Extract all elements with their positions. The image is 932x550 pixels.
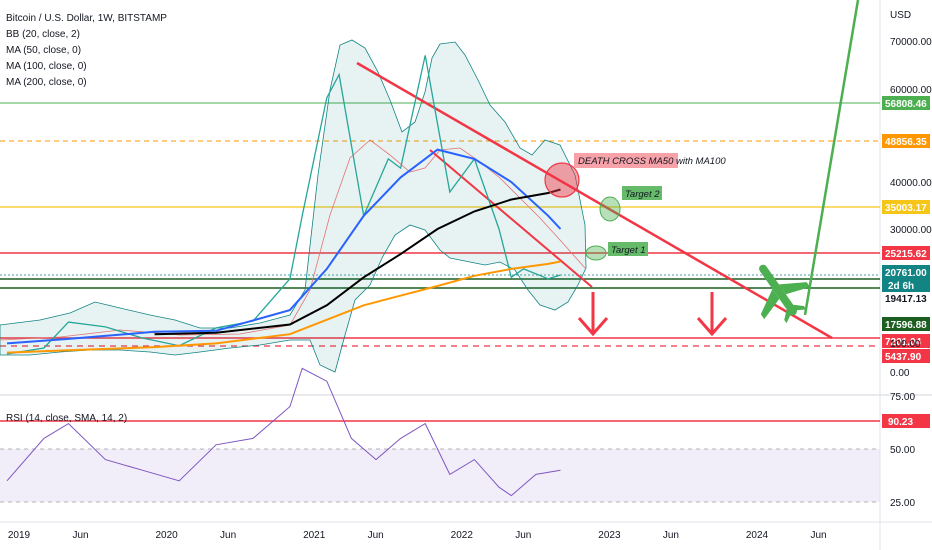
price-badge-bg: [882, 96, 930, 110]
price-tick-label: 0.00: [890, 368, 910, 379]
death-cross-marker: [544, 162, 580, 198]
time-tick-label: 2020: [155, 530, 178, 541]
time-tick-label: Jun: [220, 530, 236, 541]
time-tick-label: 2019: [8, 530, 31, 541]
price-badge-bg: [882, 278, 930, 292]
trendline-main: [356, 61, 833, 340]
rsi-current-badge: 90.23: [882, 414, 930, 428]
price-badge-label: 7201.04: [885, 337, 922, 348]
price-badge-label: 2d 6h: [888, 281, 914, 292]
price-tick-label: 40000.00: [890, 178, 932, 189]
price-scale-badges: 56808.46 48856.35 35003.17 25215.62 20761.00…: [882, 96, 930, 363]
time-tick-label: Jun: [72, 530, 88, 541]
legend-indicator: MA (200, close, 0): [6, 77, 87, 88]
airplane-icon: [759, 264, 811, 324]
legend-indicator: MA (100, close, 0): [6, 61, 87, 72]
price-badge-bg: [882, 265, 930, 279]
trendline-breakout: [803, 0, 860, 316]
price-badge-bg: [882, 134, 930, 148]
horizontal-levels: [0, 102, 880, 422]
time-tick-label: Jun: [663, 530, 679, 541]
time-tick-label: Jun: [368, 530, 384, 541]
target-1-marker: [585, 245, 607, 261]
legend-indicator: BB (20, close, 2): [6, 29, 80, 40]
price-badge-label: 20761.00: [885, 268, 927, 279]
rsi-band: [0, 449, 880, 502]
time-scale-ticks[interactable]: 2019 Jun 2020 Jun 2021 Jun 2022 Jun 2023 Jun 2024 J…: [8, 530, 827, 541]
rsi-scale-ticks[interactable]: 100.00 75.00 50.00 25.00: [890, 339, 921, 509]
rsi-legend: RSI (14, close, SMA, 14, 2): [6, 413, 127, 424]
bollinger-basis: [0, 139, 586, 341]
target-2-label: Target 2: [625, 189, 660, 200]
time-tick-label: Jun: [810, 530, 826, 541]
chart-legend-title: Bitcoin / U.S. Dollar, 1W, BITSTAMP: [6, 13, 167, 24]
death-cross-label: DEATH CROSS MA50 with MA100: [578, 156, 726, 167]
price-badge-label: 19417.13: [885, 294, 927, 305]
time-tick-label: 2021: [303, 530, 326, 541]
down-arrow: [696, 292, 728, 337]
series-line-3: [6, 260, 561, 354]
price-tick-label: 70000.00: [890, 37, 932, 48]
rsi-tick-label: 50.00: [890, 445, 915, 456]
series-layer: [6, 55, 562, 497]
time-tick-label: 2024: [746, 530, 769, 541]
price-scale-ticks[interactable]: 70000.00 60000.00 40000.00 30000.00 0.00: [890, 37, 932, 379]
price-badge-label: 17596.88: [885, 320, 927, 331]
time-tick-label: Jun: [515, 530, 531, 541]
currency-label: USD: [890, 10, 911, 21]
rsi-badge-bg: [882, 414, 930, 428]
rsi-badge-label: 90.23: [888, 417, 913, 428]
target-1-label-box: [608, 242, 648, 256]
price-tick-label: 30000.00: [890, 225, 932, 236]
price-badge-label: 25215.62: [885, 249, 927, 260]
price-badge-label: 35003.17: [885, 203, 927, 214]
series-line-1: [6, 148, 562, 345]
target-2-label-box: [622, 186, 662, 200]
price-badge-bg: [882, 334, 930, 348]
rsi-tick-label: 25.00: [890, 498, 915, 509]
price-badge-bg: [882, 246, 930, 260]
bollinger-band-fill: [0, 39, 587, 373]
trendline-inner: [429, 149, 593, 288]
price-badge-label: 48856.35: [885, 137, 927, 148]
time-tick-label: 2023: [598, 530, 621, 541]
price-badge-bg: [882, 349, 930, 363]
legend-indicator: MA (50, close, 0): [6, 45, 81, 56]
rsi-line: [6, 367, 561, 497]
price-badge-bg: [882, 200, 930, 214]
target-2-marker: [599, 196, 621, 222]
series-line-2: [154, 188, 561, 336]
down-arrow: [577, 292, 609, 337]
rsi-tick-label: 75.00: [890, 392, 915, 403]
death-cross-label-box: [574, 153, 678, 168]
rsi-tick-label: 100.00: [890, 339, 921, 350]
price-badge-label: 56808.46: [885, 99, 927, 110]
price-tick-label: 60000.00: [890, 85, 932, 96]
time-tick-label: 2022: [451, 530, 474, 541]
price-badge-label: 5437.90: [885, 352, 922, 363]
target-1-label: Target 1: [611, 245, 646, 256]
price-badge-bg: [882, 317, 930, 331]
